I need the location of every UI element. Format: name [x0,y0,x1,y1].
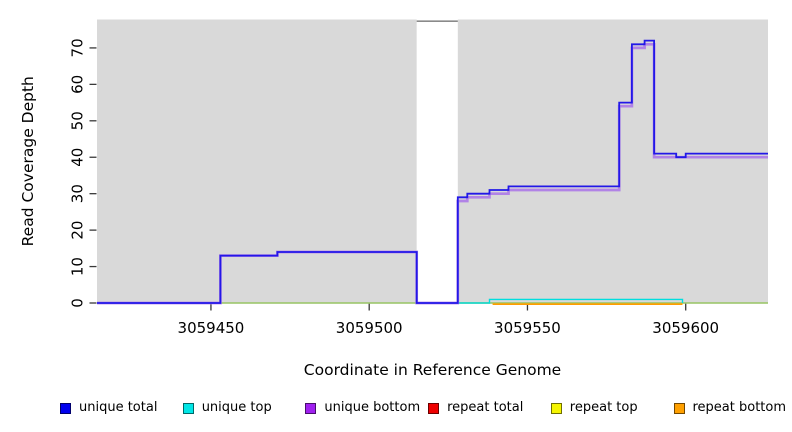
series-unique-total [97,39,768,304]
y-tick-label: 20 [69,221,87,240]
legend-label: repeat top [569,400,638,415]
legend-swatch-icon [182,402,194,414]
y-tick-label: 60 [69,75,87,94]
y-tick-label: 70 [69,38,87,57]
x-tick-label: 3059600 [652,319,719,337]
legend-swatch-icon [550,402,562,414]
legend-item: repeat total [428,397,523,419]
chart-legend: unique total unique top unique bottom repea… [0,397,792,425]
y-tick-label: 0 [69,298,87,308]
x-axis-title: Coordinate in Reference Genome [304,361,561,379]
legend-swatch-icon [60,402,71,414]
legend-item: unique total [60,397,157,419]
x-tick-label: 3059450 [178,319,245,337]
y-tick-label: 10 [69,257,87,276]
y-tick-label: 30 [69,184,87,203]
legend-label: unique bottom [324,400,421,415]
legend-label: unique total [79,400,158,415]
series-unique-top [457,298,684,304]
x-tick-label: 3059550 [494,319,561,337]
y-tick-label: 40 [69,148,87,167]
masked-region [416,19,458,303]
legend-swatch-icon [428,402,440,414]
legend-label: repeat total [447,400,524,415]
x-tick-label: 3059500 [336,319,403,337]
legend-label: unique top [201,400,272,415]
legend-item: unique bottom [305,397,420,419]
legend-swatch-icon [673,402,685,414]
legend-item: repeat bottom [673,397,787,419]
legend-swatch-icon [305,402,317,414]
legend-item: unique top [182,397,272,419]
y-axis-title: Read Coverage Depth [19,76,37,246]
legend-item: repeat top [550,397,638,419]
legend-label: repeat bottom [692,400,787,415]
y-tick-label: 50 [69,111,87,130]
